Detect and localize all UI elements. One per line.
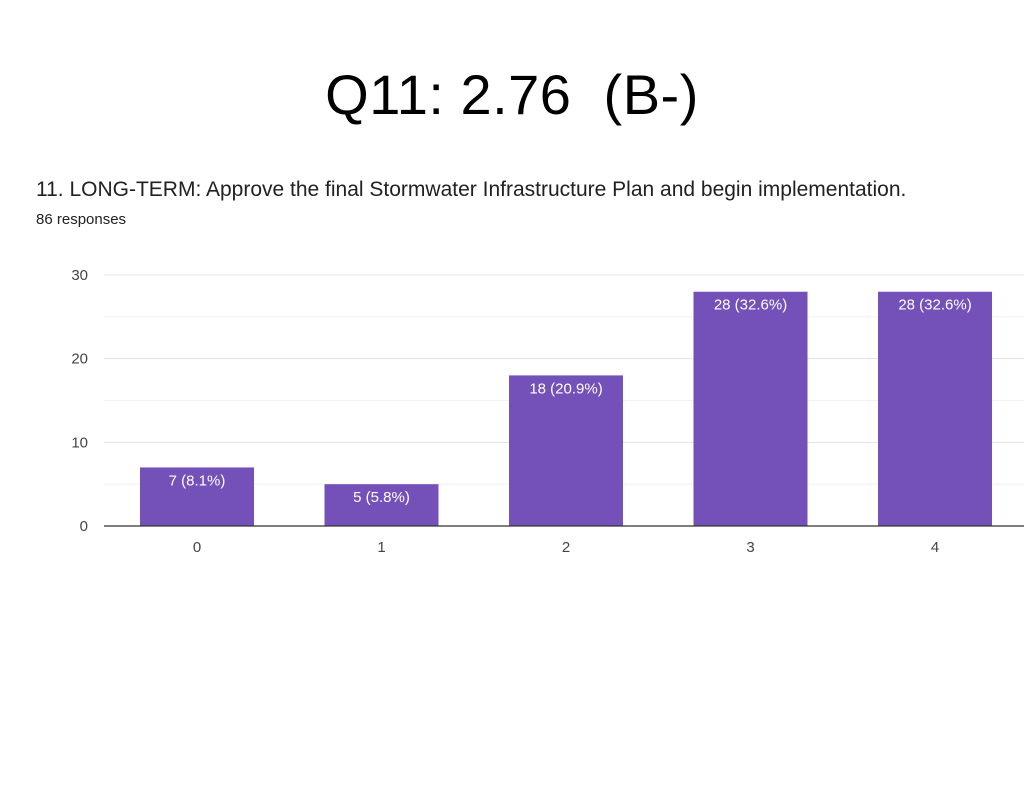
data-labels: 7 (8.1%) 5 (5.8%) 18 (20.9%) 28 (32.6%) 28 (… [169,297,972,506]
x-tick-label: 0 [193,539,201,556]
bar [878,291,992,526]
data-label: 28 (32.6%) [898,297,971,314]
y-tick-label: 0 [80,518,88,535]
data-label: 18 (20.9%) [529,380,602,397]
bar [140,467,254,526]
y-tick-label: 20 [71,351,88,368]
data-label: 7 (8.1%) [169,472,226,489]
bar [324,484,439,526]
x-axis-labels: 0 1 2 3 4 [193,539,939,556]
slide-title: Q11: 2.76 (B-) [325,63,699,126]
y-axis-labels: 0 10 20 30 [71,267,88,535]
data-label: 28 (32.6%) [714,297,787,314]
x-tick-label: 2 [562,539,570,556]
y-tick-label: 10 [71,434,88,451]
bars [140,291,992,526]
response-count: 86 responses [36,211,127,228]
x-tick-label: 1 [377,539,385,556]
y-tick-label: 30 [71,267,88,284]
bar [693,291,808,526]
data-label: 5 (5.8%) [353,489,410,506]
x-tick-label: 4 [931,539,939,556]
question-title: 11. LONG-TERM: Approve the final Stormwa… [36,178,907,201]
bar [509,375,623,526]
x-tick-label: 3 [746,539,754,556]
